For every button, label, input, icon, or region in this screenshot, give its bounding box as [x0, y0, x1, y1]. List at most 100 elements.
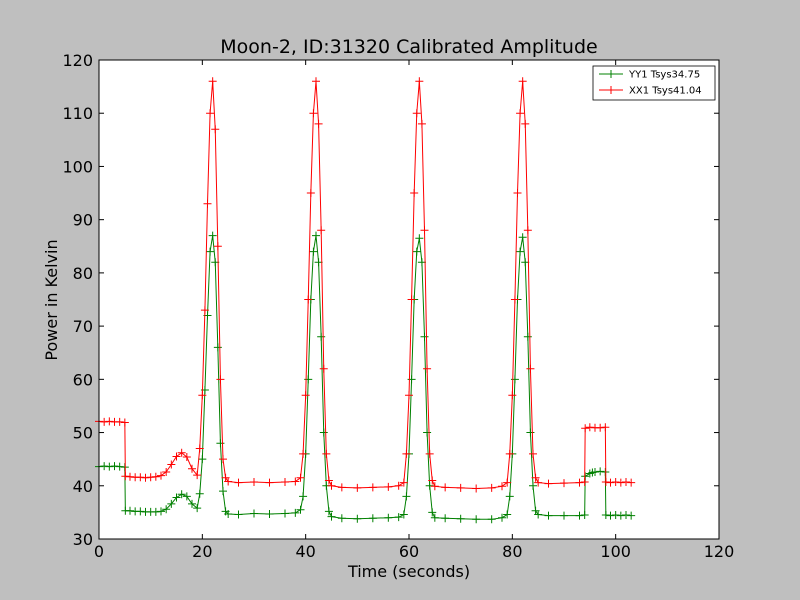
data-point-xx1: [291, 477, 300, 486]
data-point-xx1: [317, 226, 326, 235]
data-point-yy1: [420, 332, 429, 341]
data-point-xx1: [428, 476, 437, 485]
data-point-yy1: [110, 462, 119, 471]
data-point-yy1: [622, 511, 630, 520]
legend: YY1 Tsys34.75 XX1 Tsys41.04: [592, 65, 716, 101]
data-point-xx1: [622, 478, 630, 487]
data-point-xx1: [518, 77, 527, 86]
data-point-xx1: [384, 482, 393, 491]
data-point-xx1: [188, 464, 196, 473]
legend-box: [592, 65, 716, 101]
data-point-xx1: [513, 189, 522, 198]
data-point-xx1: [195, 444, 204, 453]
data-point-yy1: [415, 234, 424, 243]
x-tick-label: 100: [600, 542, 631, 561]
data-point-yy1: [596, 467, 605, 476]
series-xx1: [95, 77, 636, 493]
data-point-yy1: [182, 492, 191, 501]
data-point-yy1: [208, 231, 217, 240]
data-point-yy1: [487, 515, 496, 524]
data-point-xx1: [417, 119, 426, 128]
data-point-xx1: [544, 479, 553, 488]
y-tick-label: 120: [62, 51, 93, 70]
y-tick-label: 50: [73, 424, 93, 443]
data-point-yy1: [291, 508, 300, 517]
data-point-yy1: [417, 258, 426, 267]
data-point-yy1: [100, 462, 109, 471]
data-point-xx1: [306, 189, 315, 198]
data-point-xx1: [265, 478, 274, 487]
data-point-xx1: [309, 109, 318, 118]
data-point-xx1: [319, 364, 328, 373]
data-point-yy1: [167, 499, 176, 508]
legend-label-yy1: YY1 Tsys34.75: [628, 70, 700, 81]
data-point-xx1: [193, 471, 202, 480]
data-point-xx1: [115, 417, 124, 426]
data-point-yy1: [591, 467, 599, 476]
data-point-yy1: [188, 499, 196, 508]
data-point-xx1: [224, 477, 233, 486]
data-point-xx1: [182, 453, 191, 462]
x-tick-label: 0: [94, 542, 104, 561]
data-point-xx1: [203, 199, 212, 208]
data-point-xx1: [394, 481, 403, 490]
ticks-layer: 0 20 40 60 80 100 120 30 40 50 60 70 80 90 100 110 120: [62, 51, 734, 561]
data-point-xx1: [487, 483, 496, 492]
data-point-yy1: [304, 375, 313, 384]
data-point-yy1: [219, 487, 227, 496]
data-point-xx1: [415, 77, 424, 86]
data-point-xx1: [596, 423, 605, 432]
data-point-xx1: [126, 472, 134, 481]
data-point-xx1: [412, 109, 421, 118]
data-point-xx1: [312, 77, 320, 86]
data-point-yy1: [384, 513, 393, 522]
data-point-yy1: [516, 247, 525, 256]
data-point-xx1: [560, 479, 568, 488]
data-point-xx1: [601, 423, 610, 432]
data-point-xx1: [510, 295, 519, 304]
data-point-yy1: [428, 508, 437, 517]
data-point-xx1: [423, 364, 432, 373]
data-point-xx1: [100, 417, 109, 426]
data-point-yy1: [368, 514, 377, 523]
data-point-xx1: [526, 364, 535, 373]
data-point-xx1: [472, 484, 481, 493]
data-point-yy1: [162, 505, 171, 514]
data-point-xx1: [575, 478, 584, 487]
data-point-yy1: [503, 510, 512, 519]
data-point-yy1: [606, 511, 615, 520]
data-point-yy1: [412, 247, 421, 256]
data-point-yy1: [105, 462, 114, 471]
data-point-yy1: [216, 439, 225, 448]
data-point-xx1: [337, 483, 346, 492]
data-point-yy1: [616, 511, 625, 520]
data-point-xx1: [410, 189, 419, 198]
data-point-xx1: [581, 424, 590, 433]
data-point-yy1: [151, 507, 160, 516]
data-point-xx1: [151, 472, 160, 481]
data-point-xx1: [441, 483, 450, 492]
data-point-xx1: [523, 226, 532, 235]
data-point-yy1: [526, 428, 535, 437]
data-point-xx1: [531, 473, 540, 482]
data-point-xx1: [327, 481, 336, 490]
data-point-yy1: [518, 233, 527, 242]
data-point-yy1: [224, 509, 233, 518]
data-point-xx1: [105, 417, 114, 426]
legend-marker-yy1: [607, 70, 615, 78]
data-point-yy1: [337, 514, 346, 523]
data-point-xx1: [301, 391, 310, 400]
data-point-xx1: [120, 418, 129, 427]
data-point-yy1: [198, 455, 207, 464]
x-tick-label: 80: [502, 542, 522, 561]
data-point-xx1: [322, 449, 331, 458]
legend-label-xx1: XX1 Tsys41.04: [629, 86, 702, 97]
y-tick-label: 40: [73, 477, 93, 496]
data-point-yy1: [575, 511, 584, 520]
data-point-xx1: [606, 478, 615, 487]
data-point-xx1: [216, 375, 225, 384]
data-point-yy1: [296, 505, 305, 514]
data-point-xx1: [200, 306, 209, 315]
data-point-xx1: [206, 109, 215, 118]
